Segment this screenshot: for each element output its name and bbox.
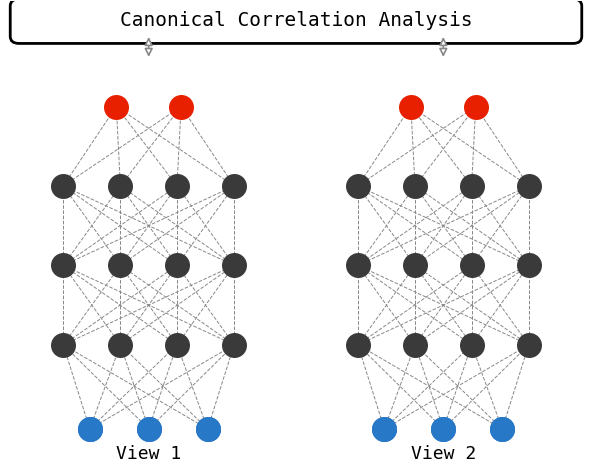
Point	[379, 425, 389, 433]
Point	[467, 262, 477, 269]
Point	[59, 182, 68, 190]
Point	[115, 182, 125, 190]
Point	[379, 425, 389, 433]
Point	[524, 341, 533, 349]
Point	[353, 341, 363, 349]
Point	[410, 341, 420, 349]
Point	[144, 425, 153, 433]
Point	[115, 341, 125, 349]
Point	[467, 341, 477, 349]
Point	[229, 182, 239, 190]
Point	[524, 182, 533, 190]
Point	[172, 262, 182, 269]
Point	[172, 182, 182, 190]
Point	[406, 103, 416, 110]
Point	[115, 262, 125, 269]
Point	[410, 182, 420, 190]
Point	[524, 262, 533, 269]
Point	[410, 262, 420, 269]
Point	[439, 425, 448, 433]
Point	[203, 425, 213, 433]
Text: View 1: View 1	[116, 445, 181, 463]
Point	[85, 425, 95, 433]
Point	[203, 425, 213, 433]
Point	[111, 103, 121, 110]
Point	[439, 425, 448, 433]
Point	[471, 103, 481, 110]
Point	[497, 425, 507, 433]
Text: View 2: View 2	[411, 445, 476, 463]
Point	[85, 425, 95, 433]
Point	[467, 182, 477, 190]
Point	[172, 341, 182, 349]
Text: Canonical Correlation Analysis: Canonical Correlation Analysis	[120, 11, 472, 30]
Point	[59, 262, 68, 269]
Point	[497, 425, 507, 433]
Point	[353, 262, 363, 269]
Point	[144, 425, 153, 433]
FancyBboxPatch shape	[10, 0, 582, 43]
Point	[229, 262, 239, 269]
Point	[176, 103, 186, 110]
Point	[59, 341, 68, 349]
Point	[229, 341, 239, 349]
Point	[353, 182, 363, 190]
